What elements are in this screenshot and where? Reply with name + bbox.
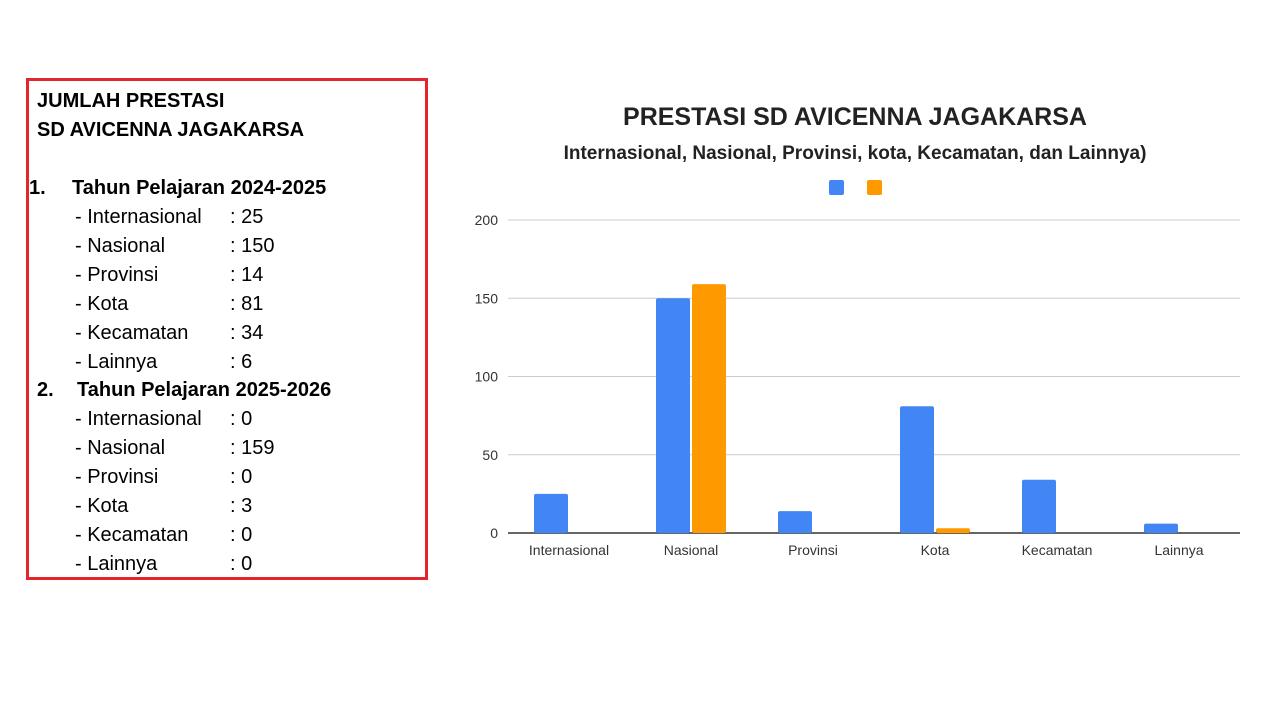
section-number: 2. [37, 379, 54, 401]
list-item: - Lainnya: 0 [75, 553, 253, 575]
list-item: - Internasional: 25 [75, 206, 264, 228]
x-axis-ticks: Internasional Nasional Provinsi Kota Kecamat… [529, 542, 1204, 558]
list-item: - Nasional: 159 [75, 437, 275, 459]
list-item: - Kecamatan: 34 [75, 322, 264, 344]
list-item: - Kota: 3 [75, 495, 253, 517]
bar-provinsi-series-1 [778, 511, 812, 533]
list-item: - Kota: 81 [75, 293, 264, 315]
list-item: - Nasional: 150 [75, 235, 275, 257]
bar-internasional-series-1 [534, 493, 568, 533]
legend-swatch-series-1 [829, 180, 844, 195]
bar-lainnya-series-1 [1144, 523, 1178, 533]
section-number: 1. [29, 177, 46, 199]
list-item: - Kecamatan: 0 [75, 524, 253, 546]
x-tick-label: Lainnya [1154, 542, 1203, 558]
gridlines [508, 219, 1240, 534]
x-tick-label: Nasional [664, 542, 718, 558]
chart-title: PRESTASI SD AVICENNA JAGAKARSA [623, 103, 1087, 131]
panel-title-line1: JUMLAH PRESTASI [37, 90, 225, 112]
section-heading-1: 1. Tahun Pelajaran 2024-2025 [29, 178, 326, 198]
section-heading-2: 2. Tahun Pelajaran 2025-2026 [37, 380, 331, 400]
y-axis-ticks: 0 50 100 150 200 [475, 212, 499, 541]
x-tick-label: Provinsi [788, 542, 838, 558]
bar-kecamatan-series-1 [1022, 479, 1056, 533]
list-item: - Lainnya: 6 [75, 351, 253, 373]
section-title: Tahun Pelajaran 2025-2026 [77, 379, 332, 401]
y-tick-label: 100 [475, 369, 499, 385]
bar-chart: PRESTASI SD AVICENNA JAGAKARSA Internasi… [475, 103, 1240, 558]
x-tick-label: Kota [921, 542, 950, 558]
achievement-summary-panel: JUMLAH PRESTASI SD AVICENNA JAGAKARSA 1.… [26, 78, 428, 580]
chart-legend [829, 180, 882, 195]
legend-swatch-series-2 [867, 180, 882, 195]
bars [534, 284, 1178, 533]
bar-nasional-series-1 [656, 298, 690, 533]
list-item: - Internasional: 0 [75, 408, 253, 430]
section-title: Tahun Pelajaran 2024-2025 [72, 177, 327, 199]
bar-kota-series-1 [900, 406, 934, 533]
y-tick-label: 200 [475, 212, 499, 228]
chart-subtitle: Internasional, Nasional, Provinsi, kota,… [564, 143, 1147, 164]
y-tick-label: 50 [482, 447, 498, 463]
y-tick-label: 0 [490, 525, 498, 541]
bar-kota-series-2 [936, 528, 970, 533]
x-tick-label: Kecamatan [1022, 542, 1093, 558]
list-item: - Provinsi: 14 [75, 264, 264, 286]
x-tick-label: Internasional [529, 542, 609, 558]
y-tick-label: 150 [475, 290, 499, 306]
list-item: - Provinsi: 0 [75, 466, 253, 488]
panel-title-line2: SD AVICENNA JAGAKARSA [37, 119, 305, 141]
bar-nasional-series-2 [692, 284, 726, 533]
